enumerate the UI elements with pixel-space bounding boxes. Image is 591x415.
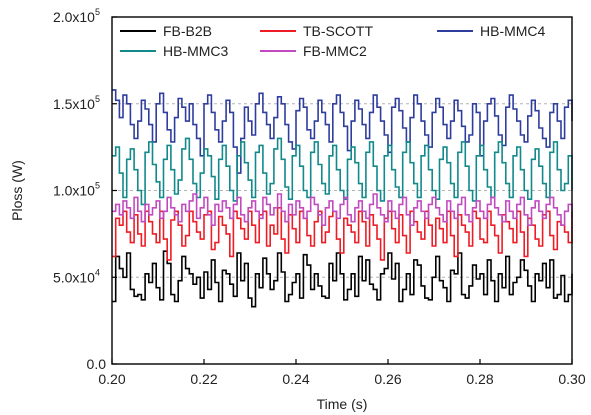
legend-label-tb-scott: TB-SCOTT	[303, 23, 373, 39]
y-tick-label-1: 5.0x104	[53, 267, 100, 285]
x-tick-label-3: 0.26	[374, 371, 401, 387]
legend-label-fb-b2b: FB-B2B	[163, 23, 212, 39]
y-tick-exponent-3: 5	[95, 94, 100, 104]
x-tick-label-4: 0.28	[466, 371, 493, 387]
axes: 0.20 0.22 0.24 0.26 0.28 0.30 0.0 5.0x104 1.0x10…	[53, 7, 586, 387]
y-tick-label-3: 1.5x105	[53, 94, 100, 112]
y-tick-exponent-1: 4	[95, 267, 100, 277]
x-axis-label: Time (s)	[317, 396, 368, 412]
y-tick-label-0: 0.0	[87, 356, 107, 372]
series-line-tb-scott	[112, 207, 573, 261]
series-line-fb-b2b	[112, 250, 573, 308]
x-tick-label-1: 0.22	[190, 371, 217, 387]
legend-label-hb-mmc3: HB-MMC3	[163, 43, 229, 59]
series-layer	[112, 89, 573, 308]
series-line-hb-mmc4	[112, 89, 573, 174]
legend-label-fb-mmc2: FB-MMC2	[303, 43, 367, 59]
series-line-fb-mmc2	[112, 193, 573, 226]
y-tick-exponent-4: 5	[95, 7, 100, 17]
legend: FB-B2B TB-SCOTT HB-MMC4 HB-MMC3 FB-MMC2	[120, 23, 546, 59]
legend-label-hb-mmc4: HB-MMC4	[480, 23, 546, 39]
y-tick-exponent-2: 5	[95, 181, 100, 191]
x-tick-label-5: 0.30	[558, 371, 585, 387]
x-tick-label-0: 0.20	[98, 371, 125, 387]
y-tick-label-4: 2.0x105	[53, 7, 100, 25]
series-line-hb-mmc3	[112, 137, 573, 206]
y-axis-label: Ploss (W)	[9, 160, 25, 221]
x-tick-label-2: 0.24	[282, 371, 309, 387]
y-tick-label-2: 1.0x105	[53, 181, 100, 199]
